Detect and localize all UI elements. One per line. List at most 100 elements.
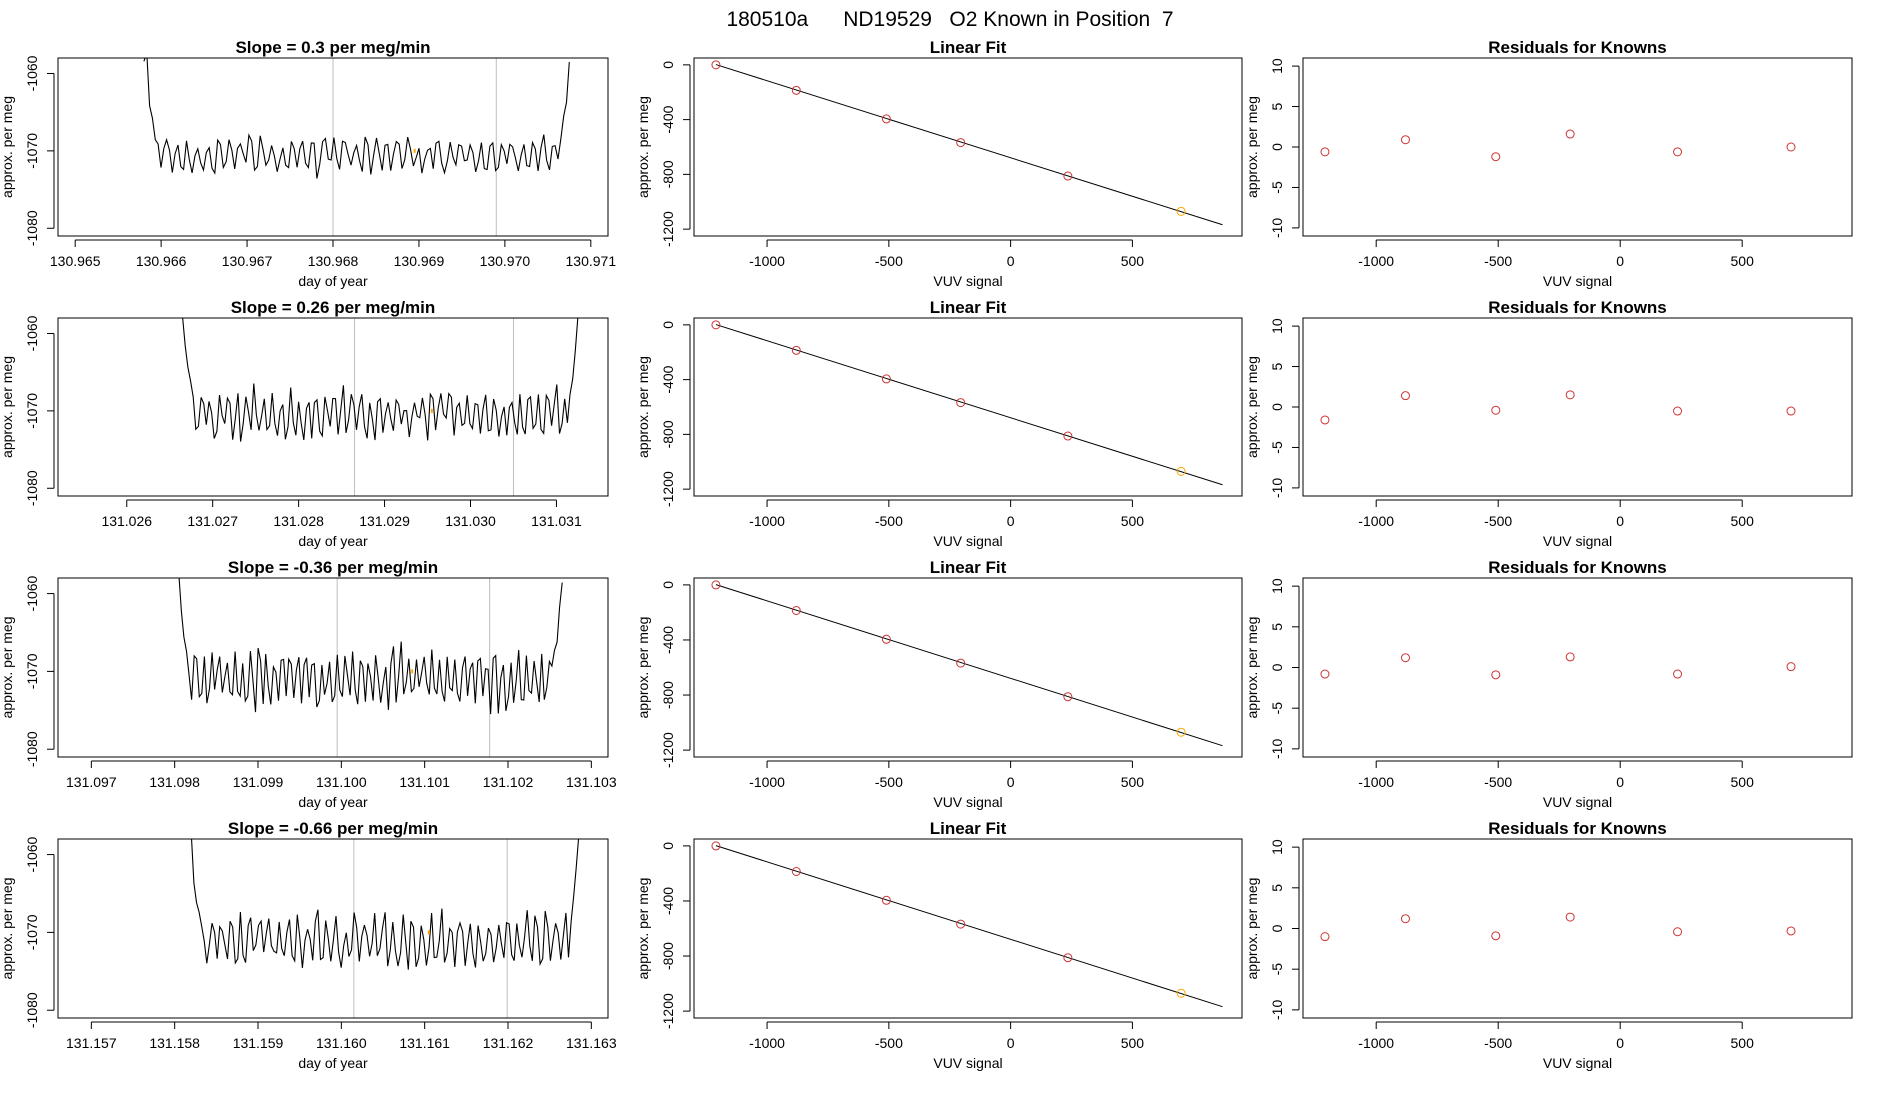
residual-point [1673, 927, 1683, 937]
known-point [956, 919, 966, 929]
plot-frame [57, 577, 609, 758]
y-tick-label: -1080 [24, 992, 40, 1028]
x-axis-label: VUV signal [1543, 273, 1612, 289]
x-axis-label: day of year [298, 1055, 368, 1071]
x-tick-label: 130.968 [308, 253, 359, 269]
fit-line [715, 324, 1223, 486]
x-tick-label: 130.965 [50, 253, 101, 269]
plot-area [178, 578, 563, 757]
x-tick-label: 500 [1731, 513, 1755, 529]
known-point [1063, 171, 1073, 181]
x-tick-label: 131.026 [101, 513, 152, 529]
y-tick-label: 10 [1269, 58, 1285, 74]
y-axis-label: approx. per meg [0, 878, 15, 980]
y-tick-label: -10 [1269, 1000, 1285, 1020]
x-tick-label: -500 [875, 253, 903, 269]
panel-time-series-row-1: Slope = 0.3 per meg/min day of year approx… [0, 38, 616, 289]
x-tick-label: -500 [875, 513, 903, 529]
y-tick-label: -10 [1269, 739, 1285, 759]
x-tick-label: 500 [1731, 253, 1755, 269]
residual-point [1320, 669, 1330, 679]
y-axis-label: approx. per meg [635, 878, 651, 980]
y-axis-label: approx. per meg [0, 96, 15, 198]
x-axis-label: VUV signal [933, 533, 1002, 549]
plot-area [143, 58, 570, 236]
plot-frame [1302, 317, 1853, 497]
residual-point [1400, 391, 1410, 401]
known-point [1063, 692, 1073, 702]
x-tick-label: 131.097 [66, 774, 117, 790]
residual-point [1320, 932, 1330, 942]
x-tick-label: 131.102 [483, 774, 534, 790]
y-tick-label: -800 [660, 420, 676, 448]
residual-point [1673, 406, 1683, 416]
known-point [791, 345, 801, 355]
known-point [881, 895, 891, 905]
x-tick-label: -500 [875, 774, 903, 790]
y-axis-label: approx. per meg [635, 617, 651, 719]
panel-title: Residuals for Knowns [1488, 558, 1667, 577]
plot-frame [693, 57, 1243, 237]
known-point [1176, 988, 1186, 998]
x-axis-label: VUV signal [933, 794, 1002, 810]
x-tick-label: 131.161 [399, 1035, 450, 1051]
known-point [1176, 727, 1186, 737]
x-tick-label: 131.163 [566, 1035, 617, 1051]
x-tick-label: 500 [1731, 774, 1755, 790]
x-tick-label: -500 [1484, 253, 1512, 269]
y-tick-label: -1070 [24, 133, 40, 169]
y-tick-label: -5 [1269, 181, 1285, 194]
panel-title: Slope = 0.3 per meg/min [235, 38, 430, 57]
panel-title: Linear Fit [930, 819, 1007, 838]
panel-title: Residuals for Knowns [1488, 38, 1667, 57]
x-tick-label: 500 [1121, 253, 1145, 269]
signal-trace [143, 58, 570, 179]
residual-point [1491, 931, 1501, 941]
x-tick-label: 131.101 [399, 774, 450, 790]
panel-time-series-row-4: Slope = -0.66 per meg/min day of year appr… [0, 819, 617, 1071]
x-tick-label: -1000 [1358, 1035, 1394, 1051]
plot-frame [693, 317, 1243, 497]
x-tick-label: 131.030 [445, 513, 496, 529]
residual-point [1786, 142, 1796, 152]
x-tick-label: 130.969 [394, 253, 445, 269]
x-tick-label: 131.029 [359, 513, 410, 529]
plot-frame [1302, 57, 1853, 237]
x-tick-label: 0 [1007, 253, 1015, 269]
known-point [1063, 953, 1073, 963]
y-tick-label: 0 [660, 321, 676, 329]
plot-frame [693, 577, 1243, 758]
y-tick-label: -1060 [24, 55, 40, 91]
plot-area [711, 320, 1223, 486]
residual-point [1565, 129, 1575, 139]
x-tick-label: 130.971 [566, 253, 617, 269]
y-tick-label: 0 [1269, 924, 1285, 932]
y-tick-label: -1200 [660, 471, 676, 507]
y-tick-label: -1060 [24, 315, 40, 351]
x-tick-label: 130.966 [136, 253, 187, 269]
plot-frame [57, 57, 609, 237]
x-axis-label: VUV signal [933, 273, 1002, 289]
x-tick-label: -500 [1484, 1035, 1512, 1051]
x-tick-label: -1000 [749, 253, 785, 269]
known-point [711, 841, 721, 851]
fit-line [715, 845, 1223, 1008]
plot-area [711, 580, 1223, 747]
panel-time-series-row-2: Slope = 0.26 per meg/min day of year appro… [0, 298, 609, 549]
x-tick-label: 131.160 [316, 1035, 367, 1051]
x-axis-label: VUV signal [1543, 1055, 1612, 1071]
y-tick-label: -1070 [24, 393, 40, 429]
known-point [791, 85, 801, 95]
plot-frame [693, 838, 1243, 1019]
fit-line [715, 64, 1223, 226]
known-point [1063, 431, 1073, 441]
x-axis-label: VUV signal [1543, 794, 1612, 810]
residual-point [1786, 926, 1796, 936]
panel-residuals-row-3: Residuals for Knowns VUV signal approx. pe… [1244, 558, 1853, 810]
residual-point [1565, 652, 1575, 662]
y-tick-label: 0 [660, 61, 676, 69]
x-tick-label: 0 [1616, 774, 1624, 790]
panel-residuals-row-4: Residuals for Knowns VUV signal approx. pe… [1244, 819, 1853, 1071]
y-tick-label: 0 [1269, 663, 1285, 671]
